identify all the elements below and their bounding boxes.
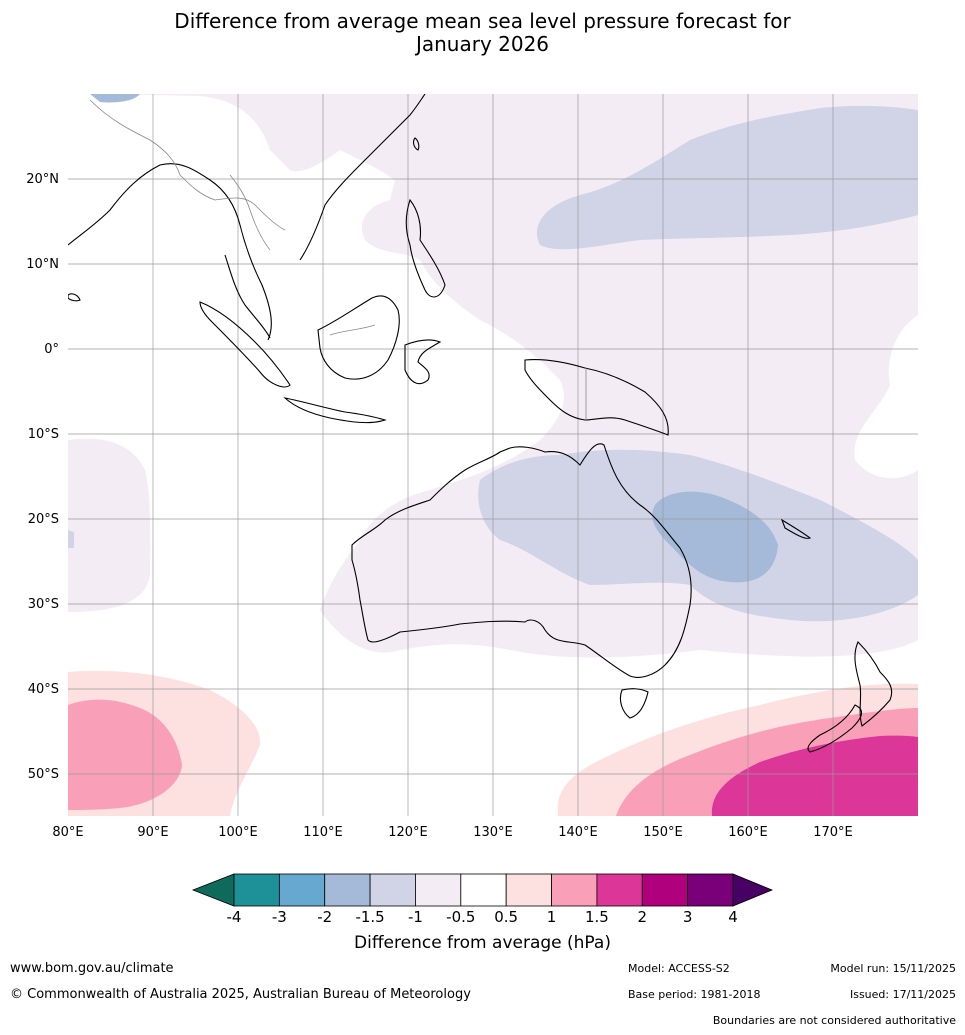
coastline-sri-lanka-area [68, 293, 81, 302]
boundary-borneo [329, 324, 376, 336]
coastline-taiwan [413, 137, 420, 151]
anomaly-region-indian-ocean-small [68, 530, 74, 548]
coastline-asia-mainland [68, 94, 426, 341]
colorbar-tick: 0.5 [494, 908, 518, 926]
anomaly-region-northwest-corner [90, 94, 140, 103]
anomaly-region-indian-ocean-weak-low [68, 438, 151, 612]
model-run-text: Model run: 15/11/2025 [830, 962, 956, 975]
coastline-sulawesi [404, 339, 442, 385]
colorbar-extend-high [732, 873, 774, 907]
coastline-borneo [317, 295, 400, 380]
colorbar-tick: -4 [227, 908, 242, 926]
lat-label: 10°N [26, 257, 59, 272]
colorbar-tick-labels: -4 -3 -2 -1.5 -1 -0.5 0.5 1 1.5 2 3 4 [227, 908, 738, 926]
colorbar: -4 -3 -2 -1.5 -1 -0.5 0.5 1 1.5 2 3 4 [191, 873, 774, 926]
colorbar-tick: -1.5 [355, 908, 384, 926]
coastline-new-caledonia [780, 518, 812, 539]
coastline-new-guinea [524, 358, 669, 436]
colorbar-tick: 3 [683, 908, 693, 926]
coastlines [68, 94, 893, 753]
coastline-malay-peninsula [224, 254, 271, 339]
anomaly-region-southern-indian-high-core [68, 699, 182, 810]
coastline-new-zealand-south [807, 704, 863, 753]
colorbar-tick: 4 [728, 908, 738, 926]
colorbar-tick: -1 [408, 908, 423, 926]
lat-label: 20°S [28, 512, 59, 527]
anomaly-region-coral-sea-low [652, 491, 778, 583]
colorbar-swatch [687, 873, 734, 907]
coastline-sumatra [199, 301, 291, 388]
lon-label: 80°E [52, 825, 83, 840]
colorbar-title: Difference from average (hPa) [354, 933, 611, 953]
lon-label: 150°E [643, 825, 683, 840]
colorbar-tick: -3 [272, 908, 287, 926]
anomaly-region-pacific-low [536, 105, 918, 250]
colorbar-tick: -2 [317, 908, 332, 926]
issued-text: Issued: 17/11/2025 [849, 988, 956, 1001]
colorbar-swatch [505, 873, 552, 907]
title-line-1: Difference from average mean sea level p… [174, 9, 791, 33]
map-title: Difference from average mean sea level p… [0, 10, 965, 56]
coastline-philippines [405, 198, 446, 298]
lat-label: 20°N [26, 172, 59, 187]
lon-label: 110°E [303, 825, 343, 840]
colorbar-tick: 1.5 [585, 908, 609, 926]
colorbar-swatch [415, 873, 462, 907]
lat-label: 50°S [28, 767, 59, 782]
lon-label: 160°E [728, 825, 768, 840]
colorbar-tick: 1 [547, 908, 557, 926]
disclaimer-text: Boundaries are not considered authoritat… [712, 1014, 956, 1027]
coastline-tasmania [619, 688, 649, 719]
lat-label: 10°S [28, 427, 59, 442]
lat-label: 40°S [28, 682, 59, 697]
website-link[interactable]: www.bom.gov.au/climate [10, 961, 174, 976]
colorbar-swatch [324, 873, 371, 907]
colorbar-swatch [460, 873, 507, 907]
colorbar-swatch [369, 873, 416, 907]
anomaly-region-south-pacific-high [711, 735, 918, 816]
coastline-java [283, 397, 387, 424]
base-period-text: Base period: 1981-2018 [628, 988, 761, 1001]
coastline-new-zealand-north [854, 641, 893, 727]
graticule [68, 94, 918, 816]
country-boundaries [89, 99, 587, 420]
map: 20°N 10°N 0° 10°S 20°S 30°S 40°S 50°S 80… [26, 94, 918, 840]
anomaly-fields [68, 94, 918, 816]
coastline-australia [351, 443, 692, 678]
colorbar-swatch [596, 873, 643, 907]
lon-label: 130°E [473, 825, 513, 840]
colorbar-tick: 2 [637, 908, 647, 926]
colorbar-swatch [641, 873, 689, 907]
lon-label: 170°E [813, 825, 853, 840]
colorbar-swatch [551, 873, 598, 907]
title-line-2: January 2026 [415, 32, 550, 56]
lat-label: 0° [44, 342, 59, 357]
lon-label: 100°E [218, 825, 258, 840]
lon-label: 140°E [558, 825, 598, 840]
colorbar-swatch [233, 873, 280, 907]
colorbar-swatch [278, 873, 326, 907]
boundary-southeast-asia [89, 99, 286, 251]
lat-label: 30°S [28, 597, 59, 612]
copyright-text: © Commonwealth of Australia 2025, Austra… [10, 987, 471, 1002]
colorbar-swatches [191, 873, 774, 907]
lon-label: 120°E [388, 825, 428, 840]
model-text: Model: ACCESS-S2 [628, 962, 730, 975]
colorbar-tick: -0.5 [446, 908, 475, 926]
colorbar-extend-low [191, 873, 235, 907]
lon-label: 90°E [137, 825, 168, 840]
